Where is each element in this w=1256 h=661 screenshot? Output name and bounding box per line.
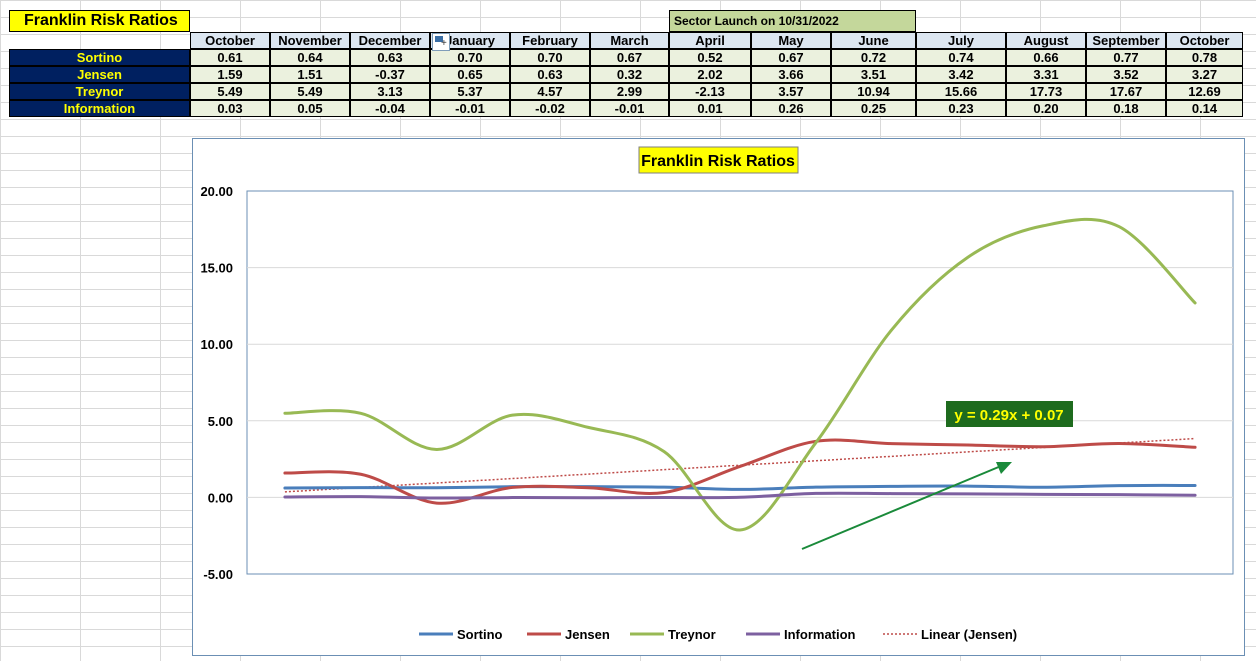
month-header-cell[interactable]: March bbox=[590, 32, 669, 49]
legend-label-jensen: Jensen bbox=[565, 627, 610, 642]
month-header-cell[interactable]: June bbox=[831, 32, 916, 49]
value-cell[interactable]: -0.01 bbox=[430, 100, 510, 117]
value-cell[interactable]: -0.02 bbox=[510, 100, 590, 117]
value-cell[interactable]: 2.02 bbox=[669, 66, 751, 83]
y-tick-label: 5.00 bbox=[208, 414, 233, 429]
chart-title-box bbox=[638, 146, 799, 174]
value-cell[interactable]: 17.67 bbox=[1086, 83, 1166, 100]
value-cell[interactable]: 0.77 bbox=[1086, 49, 1166, 66]
month-header-cell[interactable]: February bbox=[510, 32, 590, 49]
value-cell[interactable]: 0.63 bbox=[510, 66, 590, 83]
row-label-treynor[interactable]: Treynor bbox=[9, 83, 190, 100]
legend-label-linear-jensen: Linear (Jensen) bbox=[921, 627, 1017, 642]
value-cell[interactable]: 17.73 bbox=[1006, 83, 1086, 100]
value-cell[interactable]: 0.25 bbox=[831, 100, 916, 117]
value-cell[interactable]: 0.65 bbox=[430, 66, 510, 83]
value-cell[interactable]: -0.04 bbox=[350, 100, 430, 117]
value-cell[interactable]: 0.63 bbox=[350, 49, 430, 66]
annotation-arrowhead-icon bbox=[996, 462, 1012, 474]
month-header-cell[interactable]: April bbox=[669, 32, 751, 49]
month-header-cell[interactable]: January bbox=[430, 32, 510, 49]
plot-area-border bbox=[246, 190, 1234, 575]
series-line-jensen bbox=[283, 438, 1197, 505]
value-cell[interactable]: 3.51 bbox=[831, 66, 916, 83]
value-cell[interactable]: 0.23 bbox=[916, 100, 1006, 117]
month-header-cell[interactable]: November bbox=[270, 32, 350, 49]
value-cell[interactable]: 4.57 bbox=[510, 83, 590, 100]
value-cell[interactable]: 0.20 bbox=[1006, 100, 1086, 117]
value-cell[interactable]: -0.01 bbox=[590, 100, 669, 117]
value-cell[interactable]: 0.78 bbox=[1166, 49, 1243, 66]
value-cell[interactable]: 2.99 bbox=[590, 83, 669, 100]
value-cell[interactable]: 3.42 bbox=[916, 66, 1006, 83]
legend-label-treynor: Treynor bbox=[668, 627, 716, 642]
chart-area[interactable]: 20.00 15.00 10.00 5.00 0.00 -5.00 Franklin Ris… bbox=[192, 138, 1245, 656]
value-cell[interactable]: 10.94 bbox=[831, 83, 916, 100]
value-cell[interactable]: 3.66 bbox=[751, 66, 831, 83]
value-cell[interactable]: 5.37 bbox=[430, 83, 510, 100]
value-cell[interactable]: 0.70 bbox=[430, 49, 510, 66]
value-cell[interactable]: 15.66 bbox=[916, 83, 1006, 100]
value-cell[interactable]: 0.64 bbox=[270, 49, 350, 66]
value-cell[interactable]: 5.49 bbox=[190, 83, 270, 100]
value-cell[interactable]: 0.70 bbox=[510, 49, 590, 66]
month-header-cell[interactable]: July bbox=[916, 32, 1006, 49]
value-cell[interactable]: 3.57 bbox=[751, 83, 831, 100]
value-cell[interactable]: 0.74 bbox=[916, 49, 1006, 66]
value-cell[interactable]: 0.03 bbox=[190, 100, 270, 117]
value-cell[interactable]: 1.59 bbox=[190, 66, 270, 83]
value-cell[interactable]: 0.67 bbox=[590, 49, 669, 66]
value-cell[interactable]: 0.01 bbox=[669, 100, 751, 117]
series-line-information bbox=[283, 491, 1197, 500]
value-cell[interactable]: 3.27 bbox=[1166, 66, 1243, 83]
month-header-cell[interactable]: October bbox=[190, 32, 270, 49]
month-header-cell[interactable]: October bbox=[1166, 32, 1243, 49]
month-header-cell[interactable]: September bbox=[1086, 32, 1166, 49]
value-cell[interactable]: 12.69 bbox=[1166, 83, 1243, 100]
autofill-options-icon[interactable] bbox=[432, 33, 450, 51]
legend-label-information: Information bbox=[784, 627, 856, 642]
value-cell[interactable]: -2.13 bbox=[669, 83, 751, 100]
month-header-cell[interactable]: December bbox=[350, 32, 430, 49]
value-cell[interactable]: 1.51 bbox=[270, 66, 350, 83]
value-cell[interactable]: 0.18 bbox=[1086, 100, 1166, 117]
value-cell[interactable]: 0.52 bbox=[669, 49, 751, 66]
value-cell[interactable]: 0.26 bbox=[751, 100, 831, 117]
y-tick-label: 10.00 bbox=[200, 337, 233, 352]
value-cell[interactable]: 0.14 bbox=[1166, 100, 1243, 117]
sector-launch-note[interactable]: Sector Launch on 10/31/2022 bbox=[669, 10, 916, 32]
month-header-cell[interactable]: May bbox=[751, 32, 831, 49]
annotation-arrow-icon bbox=[801, 465, 1002, 550]
y-tick-label: 20.00 bbox=[200, 184, 233, 199]
legend-label-sortino: Sortino bbox=[457, 627, 503, 642]
y-tick-label: -5.00 bbox=[203, 567, 233, 582]
row-label-jensen[interactable]: Jensen bbox=[9, 66, 190, 83]
trendline-equation-box bbox=[946, 401, 1073, 427]
row-label-sortino[interactable]: Sortino bbox=[9, 49, 190, 66]
y-tick-label: 0.00 bbox=[208, 490, 233, 505]
value-cell[interactable]: 0.05 bbox=[270, 100, 350, 117]
value-cell[interactable]: 0.67 bbox=[751, 49, 831, 66]
risk-ratios-chart: 20.00 15.00 10.00 5.00 0.00 -5.00 Franklin Ris… bbox=[200, 146, 1234, 642]
value-cell[interactable]: -0.37 bbox=[350, 66, 430, 83]
value-cell[interactable]: 3.31 bbox=[1006, 66, 1086, 83]
series-line-treynor bbox=[283, 217, 1197, 532]
row-label-information[interactable]: Information bbox=[9, 100, 190, 117]
value-cell[interactable]: 0.61 bbox=[190, 49, 270, 66]
trendline-equation: y = 0.29x + 0.07 bbox=[954, 407, 1063, 424]
value-cell[interactable]: 0.72 bbox=[831, 49, 916, 66]
value-cell[interactable]: 3.13 bbox=[350, 83, 430, 100]
month-header-cell[interactable]: August bbox=[1006, 32, 1086, 49]
chart-title: Franklin Risk Ratios bbox=[641, 153, 795, 170]
value-cell[interactable]: 0.32 bbox=[590, 66, 669, 83]
value-cell[interactable]: 3.52 bbox=[1086, 66, 1166, 83]
value-cell[interactable]: 5.49 bbox=[270, 83, 350, 100]
series-line-sortino bbox=[283, 483, 1197, 491]
sheet-title-cell[interactable]: Franklin Risk Ratios bbox=[9, 10, 190, 32]
y-tick-label: 15.00 bbox=[200, 261, 233, 276]
value-cell[interactable]: 0.66 bbox=[1006, 49, 1086, 66]
